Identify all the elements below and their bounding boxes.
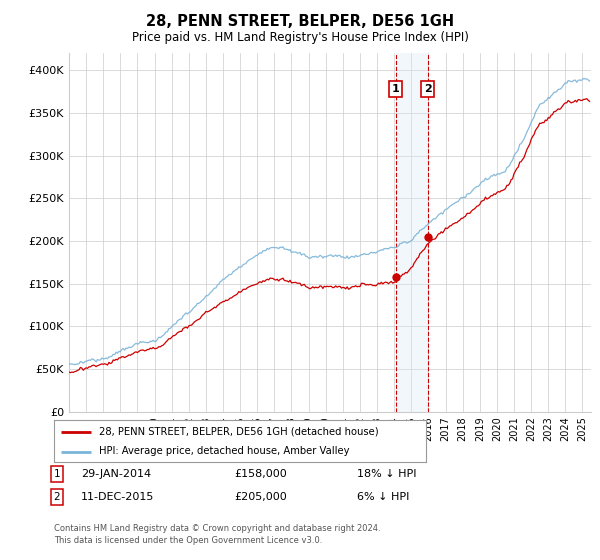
Text: 28, PENN STREET, BELPER, DE56 1GH: 28, PENN STREET, BELPER, DE56 1GH — [146, 14, 454, 29]
Text: 29-JAN-2014: 29-JAN-2014 — [81, 469, 151, 479]
Text: 11-DEC-2015: 11-DEC-2015 — [81, 492, 154, 502]
Text: Price paid vs. HM Land Registry's House Price Index (HPI): Price paid vs. HM Land Registry's House … — [131, 31, 469, 44]
Text: 2: 2 — [53, 492, 61, 502]
Text: 1: 1 — [53, 469, 61, 479]
Text: 28, PENN STREET, BELPER, DE56 1GH (detached house): 28, PENN STREET, BELPER, DE56 1GH (detac… — [98, 427, 378, 437]
Text: 2: 2 — [424, 84, 431, 94]
Text: HPI: Average price, detached house, Amber Valley: HPI: Average price, detached house, Ambe… — [98, 446, 349, 456]
Text: £158,000: £158,000 — [234, 469, 287, 479]
Bar — [395, 53, 428, 412]
Text: 6% ↓ HPI: 6% ↓ HPI — [357, 492, 409, 502]
Text: £205,000: £205,000 — [234, 492, 287, 502]
Text: 18% ↓ HPI: 18% ↓ HPI — [357, 469, 416, 479]
Text: 1: 1 — [392, 84, 400, 94]
Text: Contains HM Land Registry data © Crown copyright and database right 2024.
This d: Contains HM Land Registry data © Crown c… — [54, 524, 380, 545]
